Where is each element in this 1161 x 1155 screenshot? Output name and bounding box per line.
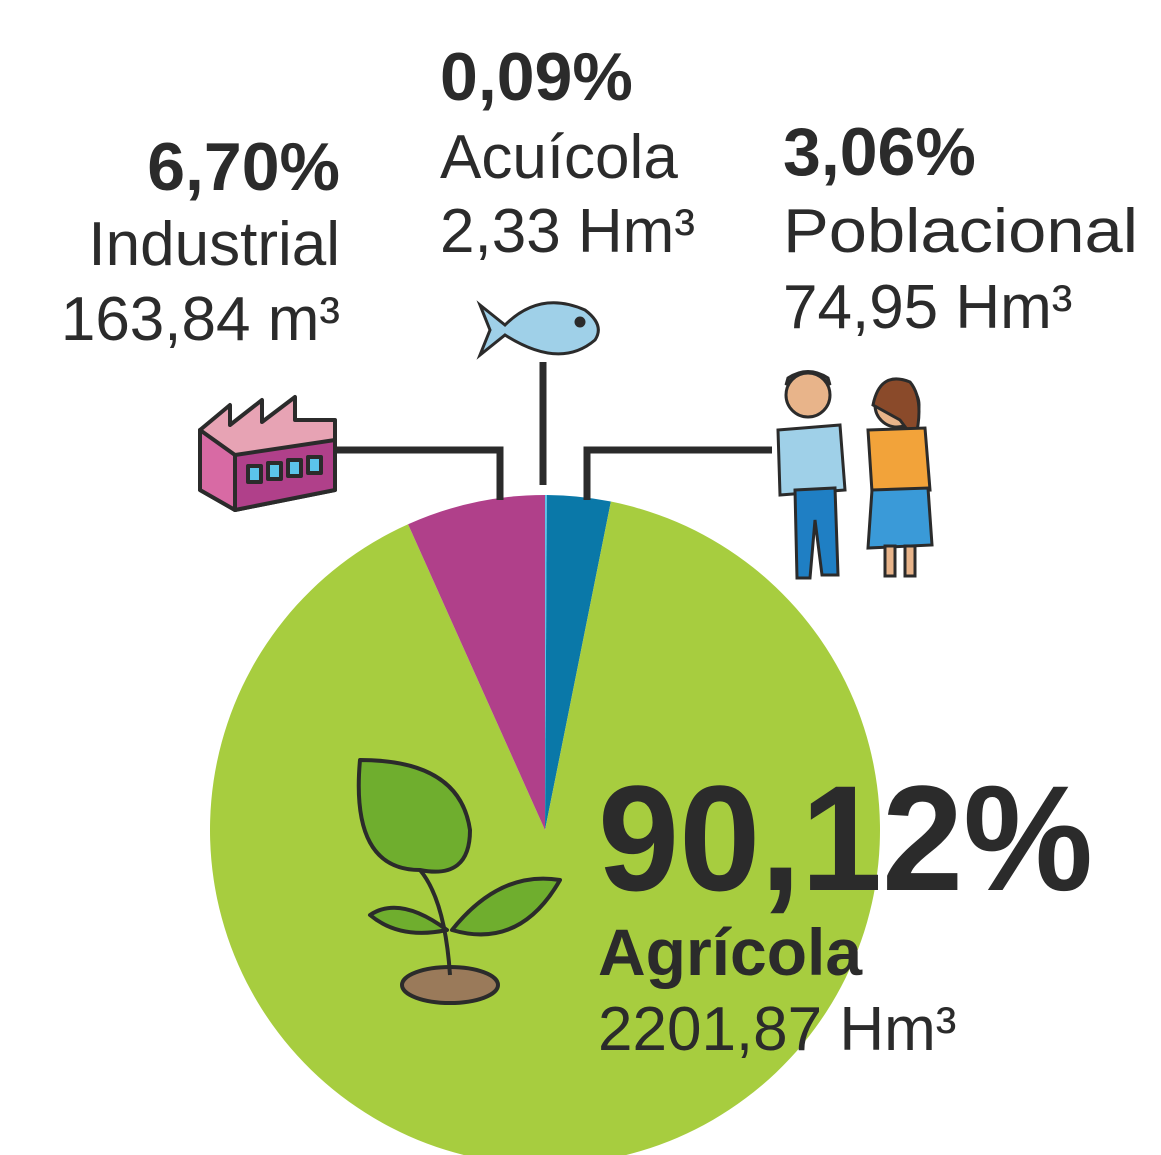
factory-icon — [200, 397, 335, 510]
volume-label: 2,33 Hm³ — [440, 197, 695, 266]
connectors — [335, 362, 772, 500]
chart: 6,70% Industrial 163,84 m³ 0,09% Acuícol… — [0, 0, 1161, 1155]
people-icon — [778, 372, 932, 579]
value-label: 3,06% — [783, 114, 976, 190]
volume-label: 2201,87 Hm³ — [598, 995, 956, 1064]
category-label: Agrícola — [598, 915, 863, 989]
value-label: 0,09% — [440, 39, 633, 115]
value-label: 6,70% — [147, 129, 340, 205]
connector — [587, 450, 772, 500]
category-label: Acuícola — [440, 123, 678, 192]
value-label: 90,12% — [598, 754, 1093, 922]
volume-label: 74,95 Hm³ — [783, 273, 1072, 342]
volume-label: 163,84 m³ — [61, 285, 340, 354]
category-label: Industrial — [88, 210, 340, 279]
category-label: Poblacional — [783, 197, 1138, 266]
connector — [335, 450, 500, 500]
fish-icon — [480, 303, 598, 355]
